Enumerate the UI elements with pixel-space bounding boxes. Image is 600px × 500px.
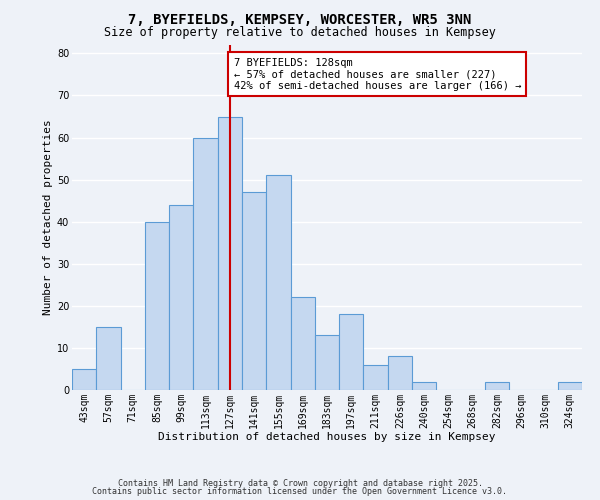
Bar (266, 176, 290, 390)
Bar (412, 382, 436, 390)
Text: Size of property relative to detached houses in Kempsey: Size of property relative to detached ho… (104, 26, 496, 39)
Bar (558, 382, 582, 390)
Bar (364, 365, 388, 390)
Bar (218, 116, 242, 390)
Y-axis label: Number of detached properties: Number of detached properties (43, 120, 53, 316)
Bar (145, 222, 169, 390)
X-axis label: Distribution of detached houses by size in Kempsey: Distribution of detached houses by size … (158, 432, 496, 442)
Text: Contains public sector information licensed under the Open Government Licence v3: Contains public sector information licen… (92, 487, 508, 496)
Bar (169, 205, 193, 390)
Bar (72, 369, 96, 390)
Bar (96, 327, 121, 390)
Text: 7 BYEFIELDS: 128sqm
← 57% of detached houses are smaller (227)
42% of semi-detac: 7 BYEFIELDS: 128sqm ← 57% of detached ho… (233, 58, 521, 91)
Text: Contains HM Land Registry data © Crown copyright and database right 2025.: Contains HM Land Registry data © Crown c… (118, 478, 482, 488)
Bar (485, 382, 509, 390)
Text: 7, BYEFIELDS, KEMPSEY, WORCESTER, WR5 3NN: 7, BYEFIELDS, KEMPSEY, WORCESTER, WR5 3N… (128, 12, 472, 26)
Bar (339, 314, 364, 390)
Bar (290, 298, 315, 390)
Bar (242, 192, 266, 390)
Bar (193, 138, 218, 390)
Bar (388, 356, 412, 390)
Bar (315, 336, 339, 390)
